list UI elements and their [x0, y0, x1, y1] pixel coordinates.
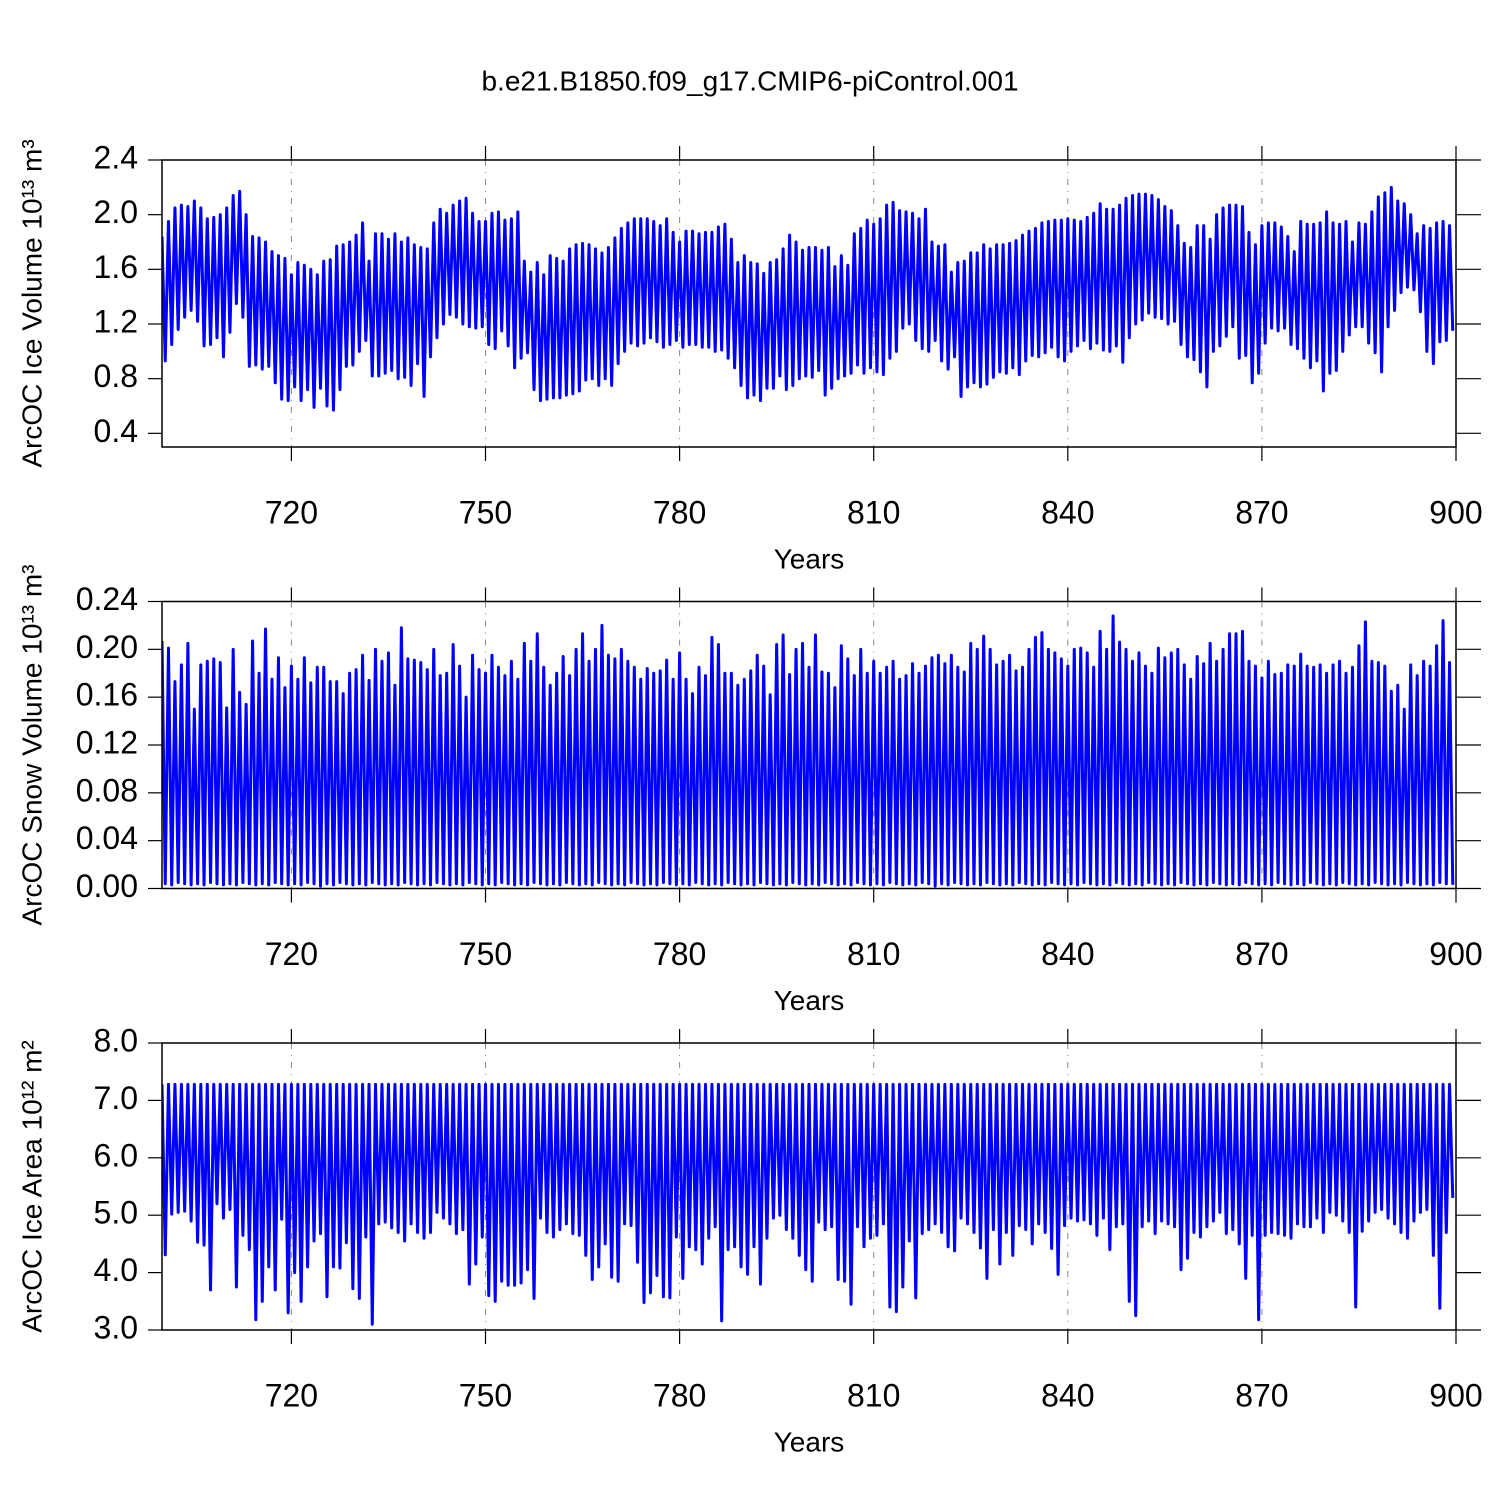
x-tick-label: 720	[265, 1377, 318, 1413]
y-axis-title: ArcOC Ice Volume 10¹³ m³	[16, 139, 47, 467]
x-tick-label: 750	[459, 494, 512, 530]
x-tick-label: 810	[847, 936, 900, 972]
plot-frame	[161, 159, 1457, 448]
x-tick-label: 780	[653, 936, 706, 972]
y-axis-title: ArcOC Snow Volume 10¹³ m³	[16, 565, 47, 926]
x-tick-label: 810	[847, 1377, 900, 1413]
x-tick-label: 900	[1429, 936, 1482, 972]
y-tick-label: 5.0	[94, 1195, 138, 1231]
y-tick-label: 2.0	[94, 194, 138, 230]
x-axis-title: Years	[774, 985, 845, 1016]
x-tick-label: 840	[1041, 936, 1094, 972]
x-tick-label: 900	[1429, 494, 1482, 530]
y-tick-label: 2.4	[94, 139, 138, 175]
y-tick-label: 0.00	[76, 868, 138, 904]
line-series	[162, 185, 1455, 412]
y-tick-label: 8.0	[94, 1022, 138, 1058]
y-tick-label: 0.12	[76, 724, 138, 760]
x-tick-label: 870	[1235, 936, 1288, 972]
y-tick-label: 0.20	[76, 629, 138, 665]
y-tick-label: 3.0	[94, 1309, 138, 1345]
y-tick-label: 0.16	[76, 677, 138, 713]
line-series	[162, 614, 1455, 888]
x-tick-label: 870	[1235, 494, 1288, 530]
y-tick-label: 1.2	[94, 303, 138, 339]
x-tick-label: 720	[265, 936, 318, 972]
y-tick-label: 0.04	[76, 820, 138, 856]
x-tick-label: 780	[653, 494, 706, 530]
y-tick-label: 7.0	[94, 1080, 138, 1116]
y-tick-label: 1.6	[94, 249, 138, 285]
y-axis-title: ArcOC Ice Area 10¹² m²	[16, 1040, 47, 1333]
x-tick-label: 810	[847, 494, 900, 530]
x-tick-label: 900	[1429, 1377, 1482, 1413]
y-tick-label: 0.8	[94, 358, 138, 394]
y-tick-label: 0.08	[76, 772, 138, 808]
chart-title: b.e21.B1850.f09_g17.CMIP6-piControl.001	[481, 65, 1018, 96]
x-tick-label: 870	[1235, 1377, 1288, 1413]
x-tick-label: 750	[459, 1377, 512, 1413]
x-tick-label: 750	[459, 936, 512, 972]
y-tick-label: 0.24	[76, 581, 138, 617]
plot-frame	[161, 1042, 1457, 1331]
x-tick-label: 720	[265, 494, 318, 530]
line-series	[162, 1082, 1455, 1326]
plot-frame	[161, 600, 1457, 890]
y-tick-label: 4.0	[94, 1252, 138, 1288]
x-axis-title: Years	[774, 1426, 845, 1457]
y-tick-label: 0.4	[94, 413, 138, 449]
x-axis-title: Years	[774, 543, 845, 574]
y-tick-label: 6.0	[94, 1137, 138, 1173]
x-tick-label: 840	[1041, 1377, 1094, 1413]
x-tick-label: 780	[653, 1377, 706, 1413]
x-tick-label: 840	[1041, 494, 1094, 530]
